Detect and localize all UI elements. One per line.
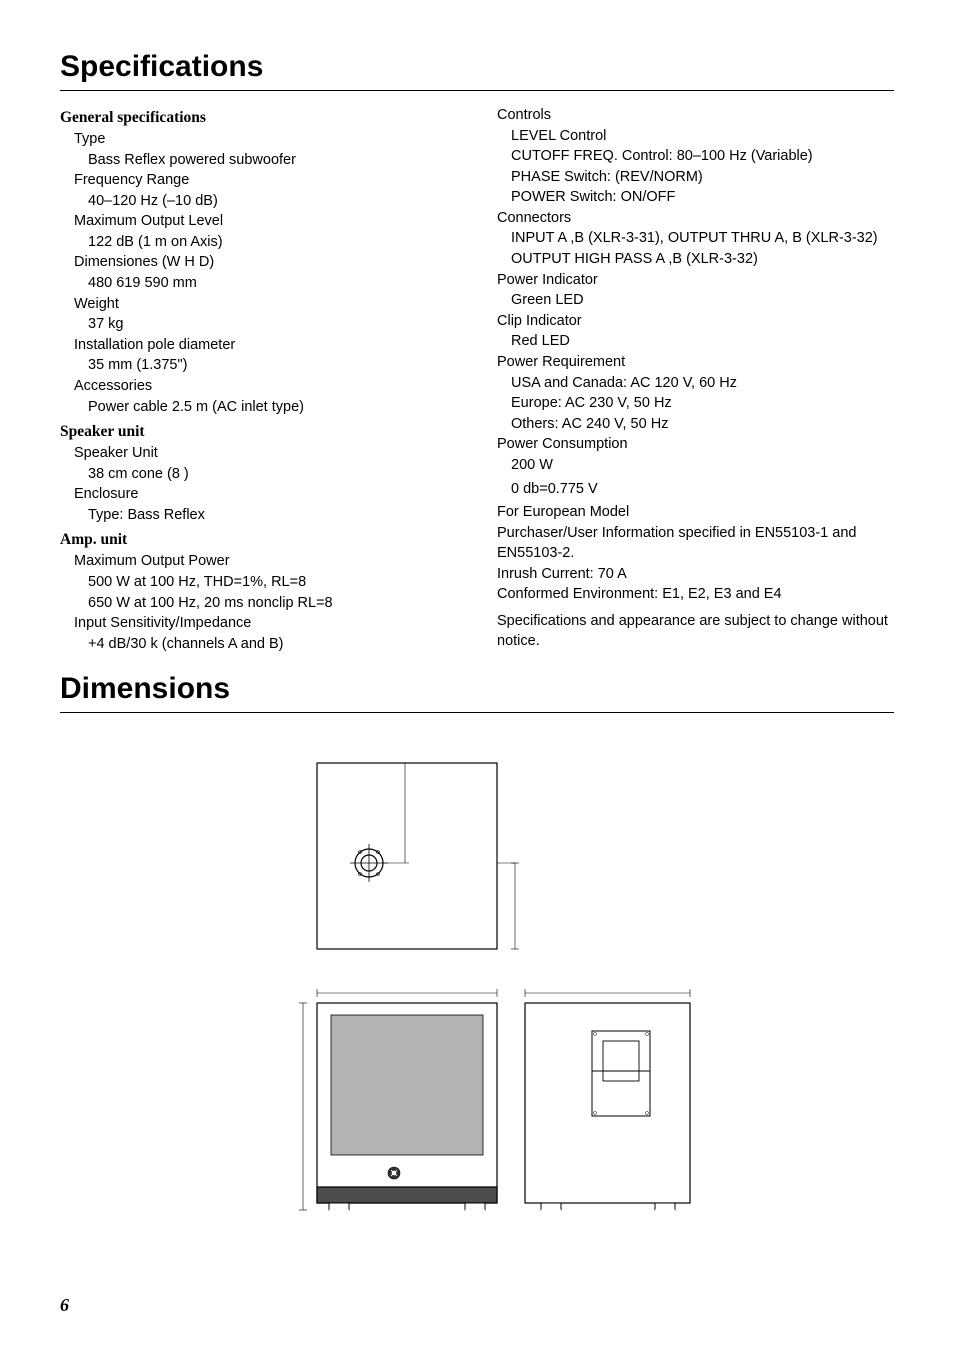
dim-value: 480 619 590 mm: [60, 273, 457, 294]
sens-value: +4 dB/30 k (channels A and B): [60, 634, 457, 655]
maxout-value: 122 dB (1 m on Axis): [60, 232, 457, 253]
amp-heading: Amp. unit: [60, 529, 457, 551]
powcon-value: 200 W: [497, 455, 894, 476]
pole-label: Installation pole diameter: [60, 335, 457, 356]
powcon-label: Power Consumption: [497, 434, 894, 455]
connectors-1: INPUT A ,B (XLR-3-31), OUTPUT THRU A, B …: [497, 228, 894, 249]
controls-cutoff: CUTOFF FREQ. Control: 80–100 Hz (Variabl…: [497, 146, 894, 167]
maxout-label: Maximum Output Level: [60, 211, 457, 232]
freq-label: Frequency Range: [60, 170, 457, 191]
specifications-title: Specifications: [60, 50, 894, 91]
controls-level: LEVEL Control: [497, 126, 894, 147]
type-label: Type: [60, 129, 457, 150]
eu-env: Conformed Environment: E1, E2, E3 and E4: [497, 584, 894, 605]
maxpow-value2: 650 W at 100 Hz, 20 ms nonclip RL=8: [60, 593, 457, 614]
change-notice: Specifications and appearance are subjec…: [497, 611, 894, 652]
maxpow-label: Maximum Output Power: [60, 551, 457, 572]
connectors-label: Connectors: [497, 208, 894, 229]
powerind-label: Power Indicator: [497, 270, 894, 291]
eu-line1: Purchaser/User Information specified in …: [497, 523, 894, 564]
speaker-unit-label: Speaker Unit: [60, 443, 457, 464]
enclosure-value: Type: Bass Reflex: [60, 505, 457, 526]
freq-value: 40–120 Hz (–10 dB): [60, 191, 457, 212]
enclosure-label: Enclosure: [60, 484, 457, 505]
speaker-unit-value: 38 cm cone (8 ): [60, 464, 457, 485]
db-note: 0 db=0.775 V: [497, 479, 894, 500]
dimensions-svg: [257, 753, 697, 1233]
powreq-us: USA and Canada: AC 120 V, 60 Hz: [497, 373, 894, 394]
acc-label: Accessories: [60, 376, 457, 397]
dimensions-title: Dimensions: [60, 672, 894, 713]
pole-value: 35 mm (1.375"): [60, 355, 457, 376]
page-number: 6: [60, 1295, 69, 1316]
acc-value: Power cable 2.5 m (AC inlet type): [60, 397, 457, 418]
weight-label: Weight: [60, 294, 457, 315]
specifications-columns: General specifications Type Bass Reflex …: [60, 105, 894, 654]
clip-label: Clip Indicator: [497, 311, 894, 332]
powreq-eu: Europe: AC 230 V, 50 Hz: [497, 393, 894, 414]
controls-phase: PHASE Switch: (REV/NORM): [497, 167, 894, 188]
powerind-value: Green LED: [497, 290, 894, 311]
type-value: Bass Reflex powered subwoofer: [60, 150, 457, 171]
powreq-other: Others: AC 240 V, 50 Hz: [497, 414, 894, 435]
controls-label: Controls: [497, 105, 894, 126]
sens-label: Input Sensitivity/Impedance: [60, 613, 457, 634]
eu-inrush: Inrush Current: 70 A: [497, 564, 894, 585]
weight-value: 37 kg: [60, 314, 457, 335]
eu-heading: For European Model: [497, 502, 894, 523]
right-column: Controls LEVEL Control CUTOFF FREQ. Cont…: [497, 105, 894, 654]
left-column: General specifications Type Bass Reflex …: [60, 105, 457, 654]
dimensions-diagram: [60, 753, 894, 1233]
connectors-2: OUTPUT HIGH PASS A ,B (XLR-3-32): [497, 249, 894, 270]
dim-label: Dimensiones (W H D): [60, 252, 457, 273]
powreq-label: Power Requirement: [497, 352, 894, 373]
general-heading: General specifications: [60, 107, 457, 129]
speaker-heading: Speaker unit: [60, 421, 457, 443]
maxpow-value1: 500 W at 100 Hz, THD=1%, RL=8: [60, 572, 457, 593]
clip-value: Red LED: [497, 331, 894, 352]
controls-power: POWER Switch: ON/OFF: [497, 187, 894, 208]
